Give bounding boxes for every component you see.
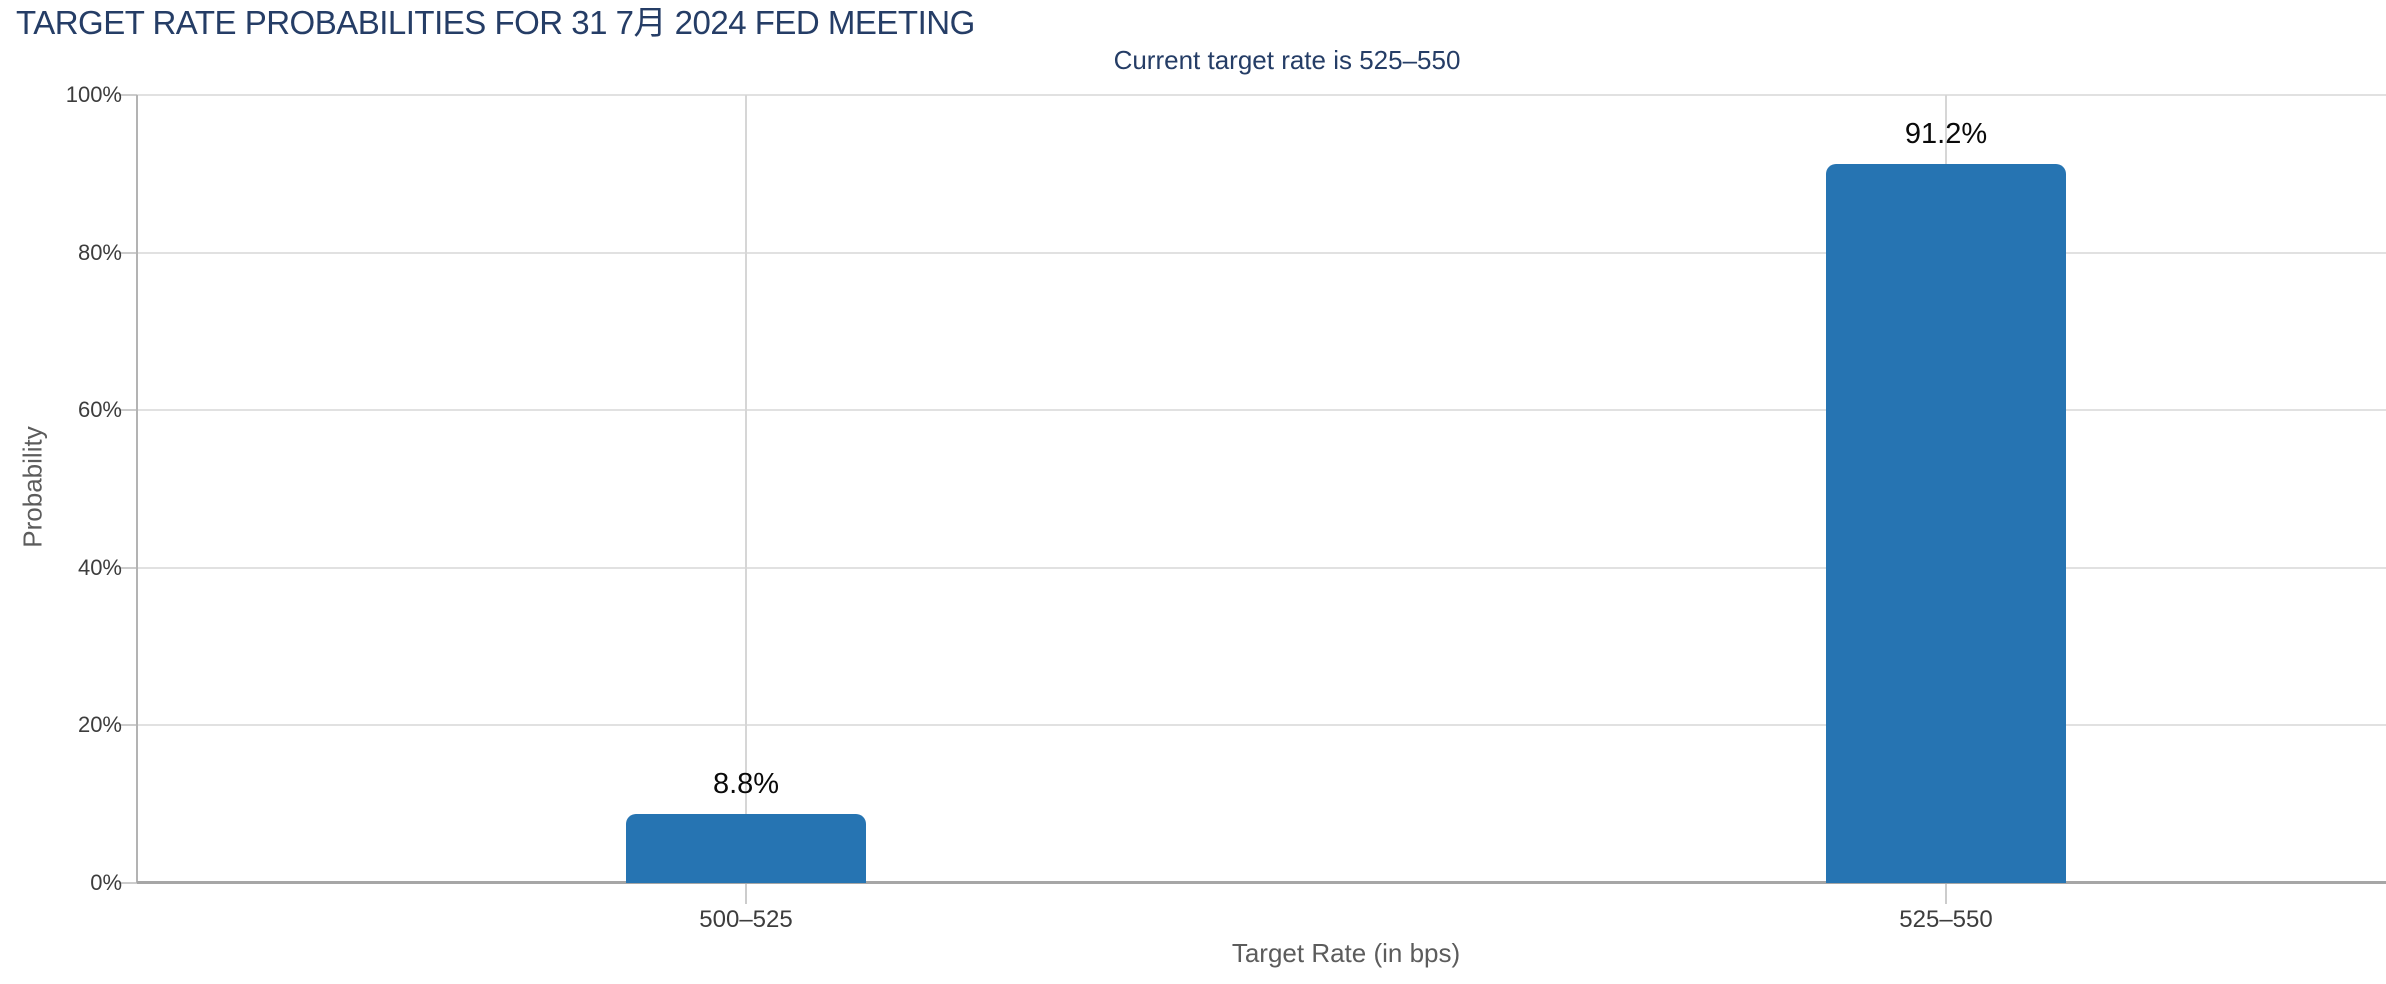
y-tick-label: 20% xyxy=(77,712,122,738)
y-tick-label: 40% xyxy=(77,554,122,580)
y-tick-label: 60% xyxy=(77,397,122,423)
bar xyxy=(1826,164,2066,883)
y-tick-mark xyxy=(119,724,137,727)
y-tick-label: 100% xyxy=(65,82,122,107)
y-axis-line xyxy=(136,95,138,883)
y-tick-label: 0% xyxy=(90,870,122,895)
x-tick-mark xyxy=(745,883,747,904)
y-gridline xyxy=(137,251,2386,254)
x-tick-label: 500–525 xyxy=(699,906,793,933)
x-axis-line xyxy=(137,881,2386,884)
y-tick-label: 80% xyxy=(77,239,122,265)
y-gridline xyxy=(137,724,2386,727)
x-gridline xyxy=(745,95,747,883)
y-tick-mark xyxy=(119,94,137,96)
y-gridline xyxy=(137,566,2386,569)
x-axis-title: Target Rate (in bps) xyxy=(1231,938,1461,968)
bar xyxy=(626,813,866,883)
x-tick-mark xyxy=(1945,883,1947,904)
bar-value-label: 8.8% xyxy=(712,767,780,800)
chart-title: TARGET RATE PROBABILITIES FOR 31 7月 2024… xyxy=(16,4,975,41)
y-tick-mark xyxy=(119,882,137,884)
y-tick-mark xyxy=(119,251,137,254)
bar-value-label: 91.2% xyxy=(1904,118,1988,151)
x-tick-label: 525–550 xyxy=(1899,906,1993,933)
y-gridline xyxy=(137,409,2386,412)
chart-subtitle: Current target rate is 525–550 xyxy=(1113,45,1461,75)
y-gridline xyxy=(137,94,2386,96)
y-tick-mark xyxy=(119,409,137,412)
y-axis-title: Probability xyxy=(17,426,48,548)
y-tick-mark xyxy=(119,566,137,569)
